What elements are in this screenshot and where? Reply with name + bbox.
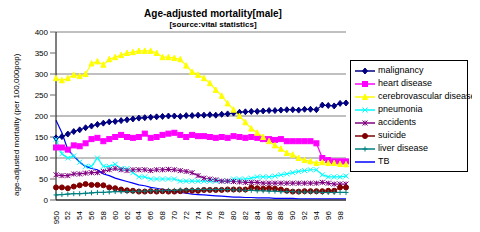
html-text:liver disease: liver disease [378, 143, 428, 153]
html-text:suicide: suicide [378, 130, 406, 140]
svg-text:62: 62 [123, 210, 132, 219]
svg-text:50: 50 [39, 175, 48, 184]
svg-text:64: 64 [134, 210, 143, 219]
svg-text:100: 100 [35, 154, 49, 163]
svg-text:96: 96 [324, 210, 333, 219]
svg-text:70: 70 [170, 210, 179, 219]
svg-text:92: 92 [300, 210, 309, 219]
svg-text:86: 86 [265, 210, 274, 219]
svg-text:84: 84 [253, 210, 262, 219]
svg-text:300: 300 [35, 70, 49, 79]
svg-text:94: 94 [312, 210, 321, 219]
svg-text:200: 200 [35, 112, 49, 121]
html-text:malignancy: malignancy [378, 65, 424, 75]
svg-text:80: 80 [229, 210, 238, 219]
svg-text:250: 250 [35, 91, 49, 100]
svg-text:74: 74 [194, 210, 203, 219]
html-text:accidents: accidents [378, 117, 416, 127]
svg-text:78: 78 [217, 210, 226, 219]
html-text:pneumonia: pneumonia [378, 104, 423, 114]
svg-text:90: 90 [288, 210, 297, 219]
html-text:cerebrovascular disease: cerebrovascular disease [378, 91, 476, 101]
svg-text:150: 150 [35, 133, 49, 142]
svg-text:60: 60 [111, 210, 120, 219]
svg-text:1950: 1950 [52, 210, 61, 224]
svg-text:350: 350 [35, 49, 49, 58]
svg-text:0: 0 [44, 196, 49, 205]
svg-text:52: 52 [63, 210, 72, 219]
html-text:[source:vital statistics]: [source:vital statistics] [169, 20, 257, 29]
svg-text:age-adjusted mortality (per 10: age-adjusted mortality (per 100,000pop) [12, 53, 21, 196]
svg-text:82: 82 [241, 210, 250, 219]
svg-text:88: 88 [276, 210, 285, 219]
html-text:TB: TB [378, 156, 390, 166]
svg-text:400: 400 [35, 28, 49, 37]
html-text:Age-adjusted mortality[male]: Age-adjusted mortality[male] [144, 8, 282, 19]
svg-text:98: 98 [336, 210, 345, 219]
html-text:heart disease: heart disease [378, 78, 432, 88]
svg-text:66: 66 [146, 210, 155, 219]
svg-text:54: 54 [75, 210, 84, 219]
svg-text:56: 56 [87, 210, 96, 219]
svg-text:72: 72 [182, 210, 191, 219]
svg-text:58: 58 [99, 210, 108, 219]
svg-text:68: 68 [158, 210, 167, 219]
svg-text:76: 76 [205, 210, 214, 219]
